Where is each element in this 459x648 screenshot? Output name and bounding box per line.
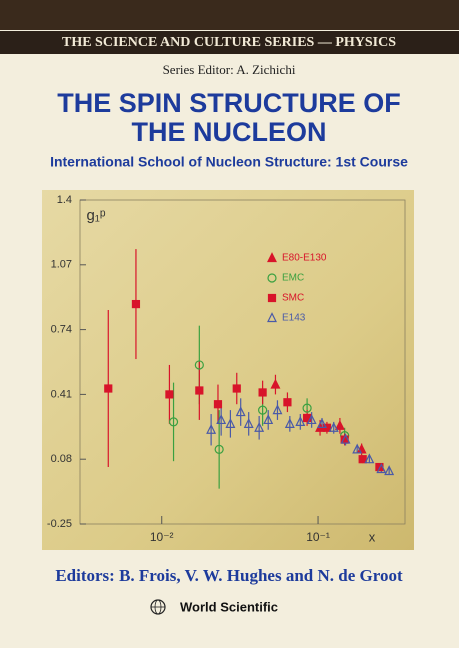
marker — [214, 444, 224, 454]
y-tick-label: 0.74 — [51, 324, 72, 336]
series-name: THE SCIENCE AND CULTURE SERIES — PHYSICS — [62, 35, 396, 50]
marker — [168, 417, 179, 427]
marker — [384, 465, 395, 476]
marker — [254, 421, 265, 432]
y-axis-label: g₁ᵖ — [86, 207, 105, 224]
marker — [263, 414, 274, 425]
plot: 1.4 1.07 0.74 0.41 0.08 -0.25 10⁻² 10⁻¹ x g₁ᵖ E80-… — [47, 194, 406, 544]
marker — [334, 419, 345, 430]
marker — [232, 384, 241, 393]
series-band — [0, 31, 459, 54]
marker — [284, 418, 295, 428]
title: THE SPIN STRUCTURE OF — [57, 88, 401, 118]
y-tick-label: 1.07 — [51, 259, 72, 271]
y-tick-label: 1.4 — [57, 194, 72, 206]
marker — [104, 384, 113, 393]
editors: Editors: B. Frois, V. W. Hughes and N. d… — [55, 566, 403, 585]
legend-marker — [267, 312, 277, 323]
marker — [358, 455, 367, 464]
legend-marker — [267, 252, 277, 263]
legend-label: E143 — [282, 313, 306, 324]
chart-panel — [42, 190, 414, 550]
marker — [270, 378, 281, 389]
legend-label: SMC — [282, 293, 304, 304]
marker — [340, 433, 351, 444]
marker — [213, 400, 223, 409]
marker — [235, 406, 246, 417]
marker — [258, 388, 267, 397]
publisher-logo — [150, 599, 166, 615]
marker — [317, 418, 327, 428]
marker — [195, 386, 204, 395]
marker — [165, 390, 174, 399]
plot-frame — [79, 199, 406, 525]
marker — [364, 453, 375, 464]
legend-marker — [267, 293, 277, 303]
marker — [243, 418, 254, 428]
legend-label: E80-E130 — [282, 253, 327, 264]
marker — [352, 443, 363, 454]
publisher: World Scientific — [180, 599, 278, 614]
marker — [272, 404, 283, 415]
marker — [216, 414, 227, 425]
y-tick-label: -0.25 — [47, 518, 72, 530]
y-tick-label: 0.41 — [51, 388, 72, 400]
marker — [131, 299, 141, 309]
marker — [225, 418, 236, 428]
marker — [302, 403, 312, 413]
title: THE NUCLEON — [132, 117, 327, 147]
marker — [328, 421, 339, 432]
top-band — [0, 0, 459, 30]
marker — [306, 414, 317, 425]
y-tick-label: 0.08 — [51, 453, 72, 465]
series-editor: Series Editor: A. Zichichi — [163, 62, 296, 77]
x-axis-label: x — [369, 529, 376, 544]
legend-marker — [267, 273, 277, 283]
x-tick-label: 10⁻² — [150, 530, 174, 544]
legend-label: EMC — [282, 273, 304, 284]
marker — [206, 423, 217, 434]
marker — [258, 405, 268, 415]
subtitle: International School of Nucleon Structur… — [50, 154, 408, 170]
marker — [194, 360, 204, 370]
x-tick-label: 10⁻¹ — [306, 530, 330, 544]
marker — [283, 398, 292, 407]
marker — [295, 416, 306, 426]
marker — [376, 463, 387, 474]
